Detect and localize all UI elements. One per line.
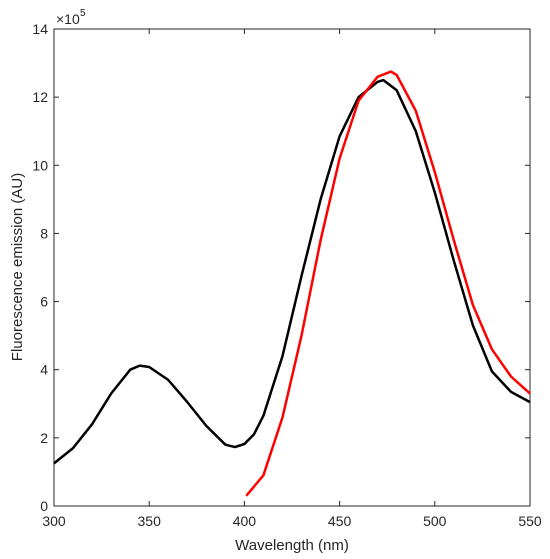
y-tick-label: 10 [32, 157, 48, 173]
y-tick-label: 8 [40, 225, 48, 241]
x-axis-label: Wavelength (nm) [235, 537, 349, 554]
x-tick-label: 350 [138, 513, 162, 529]
y-tick-label: 4 [40, 362, 48, 378]
x-tick-label: 400 [233, 513, 257, 529]
plot-area [53, 28, 531, 507]
x-tick-label: 300 [42, 513, 66, 529]
y-tick-label: 0 [40, 498, 48, 514]
y-axis-ticks: 0 2 4 6 8 10 12 14 [32, 21, 530, 514]
x-axis-ticks: 300 350 400 450 500 550 [42, 29, 542, 529]
y-tick-label: 2 [40, 430, 48, 446]
series-line-1 [53, 78, 531, 465]
y-multiplier-base: ×10 [56, 11, 80, 27]
y-multiplier-exponent: 5 [80, 8, 86, 19]
x-tick-label: 500 [423, 513, 447, 529]
series-line-2 [245, 70, 531, 497]
x-tick-label: 550 [518, 513, 542, 529]
y-tick-label: 14 [32, 21, 48, 37]
series-lines [53, 70, 531, 497]
y-axis-label: Fluorescence emission (AU) [9, 173, 26, 361]
x-tick-label: 450 [328, 513, 352, 529]
y-tick-label: 6 [40, 294, 48, 310]
y-tick-label: 12 [32, 89, 48, 105]
